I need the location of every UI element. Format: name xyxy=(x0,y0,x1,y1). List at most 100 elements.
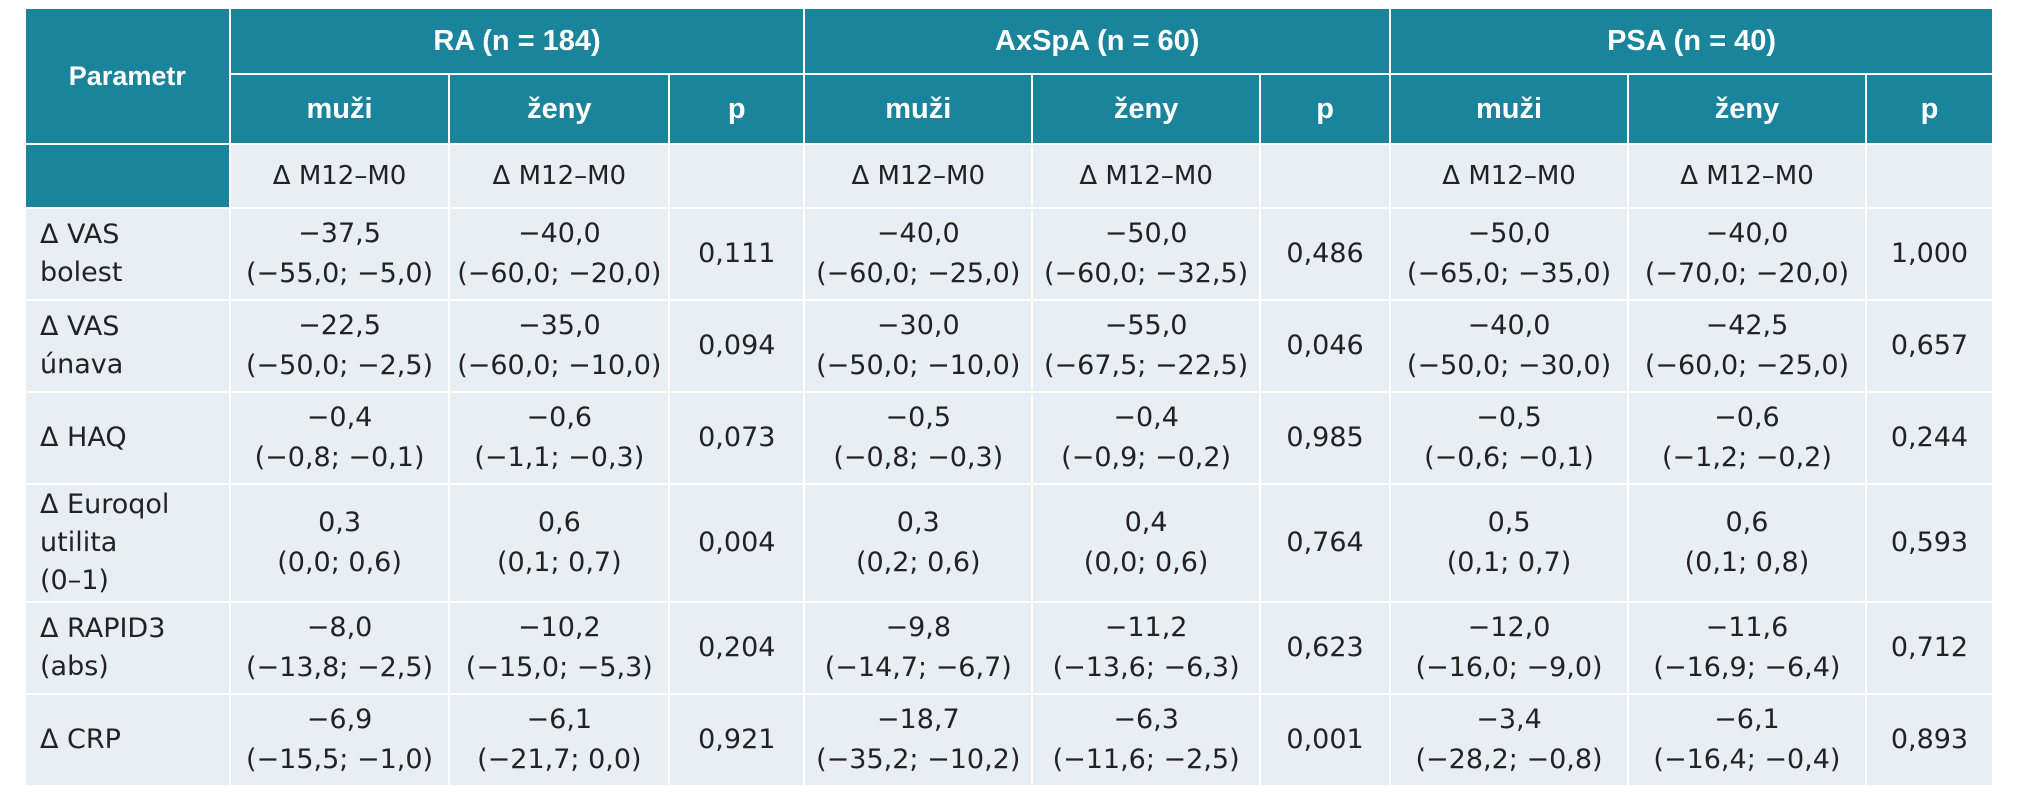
median-value: −11,6 xyxy=(1705,612,1789,643)
group-header-psa: PSA (n = 40) xyxy=(1389,7,1994,75)
table-row: Δ CRP −6,9 (−15,5; −1,0) −6,1 (−21,7; 0,0) 0,… xyxy=(24,693,1995,787)
subheader-cell: p xyxy=(668,73,806,145)
interval-value: (0,1; 0,7) xyxy=(497,547,622,578)
median-value: −55,0 xyxy=(1104,310,1188,341)
value-cell: −6,1 (−16,4; −0,4) xyxy=(1627,693,1867,787)
parameter-header-filler xyxy=(24,143,231,209)
value-cell: −8,0 (−13,8; −2,5) xyxy=(228,601,451,695)
interval-value: (−50,0; −30,0) xyxy=(1406,350,1612,381)
interval-value: (−70,0; −20,0) xyxy=(1644,258,1850,289)
median-value: −6,9 xyxy=(306,704,373,735)
table-row: Δ HAQ −0,4 (−0,8; −0,1) −0,6 (−1,1; −0,3) 0,0… xyxy=(24,391,1995,485)
p-value-cell: 0,657 xyxy=(1864,299,1995,393)
median-value: −11,2 xyxy=(1104,612,1188,643)
value-cell: −42,5 (−60,0; −25,0) xyxy=(1627,299,1867,393)
results-table: Parametr RA (n = 184) AxSpA (n = 60) PSA… xyxy=(24,7,1995,787)
p-value-cell: 0,985 xyxy=(1259,391,1392,485)
interval-value: (0,1; 0,8) xyxy=(1684,547,1810,578)
interval-value: (−60,0; −32,5) xyxy=(1043,258,1249,289)
delta-label-cell: Δ M12–M0 xyxy=(1031,143,1262,209)
median-value: −30,0 xyxy=(876,310,960,341)
value-cell: −12,0 (−16,0; −9,0) xyxy=(1389,601,1629,695)
row-label: Δ Euroqol utilita (0–1) xyxy=(24,483,231,603)
value-cell: −40,0 (−60,0; −25,0) xyxy=(803,207,1034,301)
median-value: −22,5 xyxy=(298,310,381,341)
value-cell: −0,4 (−0,9; −0,2) xyxy=(1031,391,1262,485)
median-value: −8,0 xyxy=(306,612,373,643)
p-value-cell: 0,094 xyxy=(668,299,806,393)
median-value: −6,1 xyxy=(526,704,593,735)
table-row: Δ VAS bolest −37,5 (−55,0; −5,0) −40,0 (−60,0… xyxy=(24,207,1995,301)
subheader-cell: muži xyxy=(1389,73,1629,145)
row-label-line: (0–1) xyxy=(40,565,109,596)
value-cell: 0,5 (0,1; 0,7) xyxy=(1389,483,1629,603)
interval-value: (0,0; 0,6) xyxy=(1083,547,1209,578)
median-value: −10,2 xyxy=(517,612,601,643)
value-cell: −18,7 (−35,2; −10,2) xyxy=(803,693,1034,787)
delta-label-cell xyxy=(1864,143,1995,209)
interval-value: (−15,0; −5,3) xyxy=(465,652,653,683)
median-value: 0,3 xyxy=(896,507,940,538)
delta-label-cell xyxy=(668,143,806,209)
delta-label-cell: Δ M12–M0 xyxy=(1627,143,1867,209)
value-cell: −9,8 (−14,7; −6,7) xyxy=(803,601,1034,695)
interval-value: (−35,2; −10,2) xyxy=(816,744,1021,775)
value-cell: 0,6 (0,1; 0,7) xyxy=(448,483,671,603)
p-value-cell: 0,712 xyxy=(1864,601,1995,695)
row-label-line: bolest xyxy=(40,257,123,288)
median-value: −40,0 xyxy=(876,218,960,249)
delta-label-cell xyxy=(1259,143,1392,209)
median-value: −0,4 xyxy=(1113,402,1179,433)
row-label-line: Δ Euroqol xyxy=(40,489,170,520)
row-label-line: (abs) xyxy=(40,651,109,682)
value-cell: −6,9 (−15,5; −1,0) xyxy=(228,693,451,787)
row-label-line: Δ RAPID3 xyxy=(40,613,166,644)
interval-value: (−13,6; −6,3) xyxy=(1052,652,1240,683)
delta-label-cell: Δ M12–M0 xyxy=(448,143,671,209)
delta-label-cell: Δ M12–M0 xyxy=(228,143,451,209)
table-row: Δ VAS únava −22,5 (−50,0; −2,5) −35,0 (−60,0;… xyxy=(24,299,1995,393)
value-cell: −10,2 (−15,0; −5,3) xyxy=(448,601,671,695)
median-value: −6,1 xyxy=(1714,704,1780,735)
value-cell: −0,6 (−1,2; −0,2) xyxy=(1627,391,1867,485)
interval-value: (−55,0; −5,0) xyxy=(246,258,434,289)
subheader-cell: p xyxy=(1864,73,1995,145)
median-value: 0,3 xyxy=(318,507,362,538)
subheader-cell: ženy xyxy=(448,73,671,145)
interval-value: (−60,0; −20,0) xyxy=(457,258,662,289)
median-value: −0,6 xyxy=(1714,402,1780,433)
interval-value: (0,2; 0,6) xyxy=(855,547,981,578)
value-cell: −40,0 (−60,0; −20,0) xyxy=(448,207,671,301)
median-value: −0,5 xyxy=(1476,402,1542,433)
group-header-axspa: AxSpA (n = 60) xyxy=(803,7,1392,75)
interval-value: (−13,8; −2,5) xyxy=(246,652,434,683)
table-container: Parametr RA (n = 184) AxSpA (n = 60) PSA… xyxy=(24,7,1995,787)
interval-value: (−50,0; −2,5) xyxy=(246,350,434,381)
delta-label-cell: Δ M12–M0 xyxy=(1389,143,1629,209)
row-label-line: Δ VAS xyxy=(40,311,120,342)
median-value: 0,5 xyxy=(1487,507,1531,538)
interval-value: (−14,7; −6,7) xyxy=(824,652,1012,683)
value-cell: 0,4 (0,0; 0,6) xyxy=(1031,483,1262,603)
row-label: Δ RAPID3 (abs) xyxy=(24,601,231,695)
median-value: 0,6 xyxy=(1725,507,1769,538)
value-cell: −0,6 (−1,1; −0,3) xyxy=(448,391,671,485)
median-value: −40,0 xyxy=(517,218,601,249)
p-value-cell: 0,893 xyxy=(1864,693,1995,787)
subheader-cell: muži xyxy=(803,73,1034,145)
value-cell: −55,0 (−67,5; −22,5) xyxy=(1031,299,1262,393)
interval-value: (−60,0; −25,0) xyxy=(816,258,1021,289)
value-cell: −50,0 (−65,0; −35,0) xyxy=(1389,207,1629,301)
median-value: −18,7 xyxy=(876,704,960,735)
value-cell: 0,3 (0,2; 0,6) xyxy=(803,483,1034,603)
median-value: −0,6 xyxy=(526,402,593,433)
median-value: −0,5 xyxy=(885,402,952,433)
median-value: 0,6 xyxy=(537,507,581,538)
median-value: −3,4 xyxy=(1476,704,1542,735)
interval-value: (−65,0; −35,0) xyxy=(1406,258,1612,289)
value-cell: −50,0 (−60,0; −32,5) xyxy=(1031,207,1262,301)
interval-value: (−16,4; −0,4) xyxy=(1653,744,1841,775)
table-row: Δ RAPID3 (abs) −8,0 (−13,8; −2,5) −10,2 (−15,… xyxy=(24,601,1995,695)
median-value: −50,0 xyxy=(1467,218,1551,249)
interval-value: (−50,0; −10,0) xyxy=(816,350,1021,381)
